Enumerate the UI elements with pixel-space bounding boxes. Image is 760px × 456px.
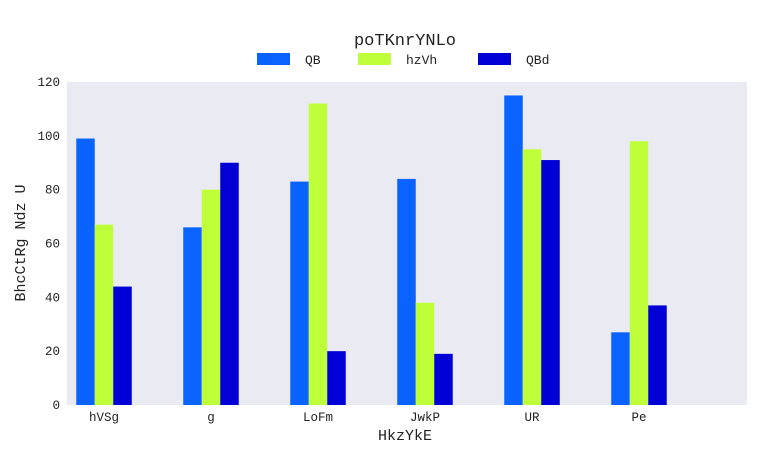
bar-QBd-hVSg xyxy=(113,286,132,405)
bar-hzVh-UR xyxy=(522,149,542,405)
x-tick-label: JwkP xyxy=(410,411,440,425)
bar-hzVh-hVSg xyxy=(94,224,114,405)
bar-QBd-LoFm xyxy=(327,351,346,405)
y-axis-label: BhcCtRg Ndz U xyxy=(13,184,30,301)
chart-title: poTKnrYNLo xyxy=(354,32,456,51)
legend-swatch-hzVh xyxy=(358,53,391,65)
bar-QB-hVSg xyxy=(76,138,95,405)
y-tick-label: 80 xyxy=(45,184,60,198)
bar-hzVh-g xyxy=(201,189,221,405)
legend-swatch-QBd xyxy=(478,53,511,65)
bar-QB-JwkP xyxy=(397,178,416,405)
y-tick-label: 120 xyxy=(37,76,60,90)
y-tick-label: 0 xyxy=(52,399,60,413)
x-axis-label: HkzYkE xyxy=(378,428,432,445)
bar-QBd-UR xyxy=(541,160,560,405)
legend-label-QBd: QBd xyxy=(526,53,549,68)
legend-label-QB: QB xyxy=(305,53,321,68)
legend: QB hzVh QBd xyxy=(257,53,549,68)
legend-label-hzVh: hzVh xyxy=(406,53,437,68)
y-axis-ticks: 0 20 40 60 80 100 120 xyxy=(37,76,60,413)
bar-hzVh-JwkP xyxy=(415,302,435,405)
x-tick-label: g xyxy=(207,411,215,425)
x-tick-label: UR xyxy=(524,411,540,425)
y-tick-label: 40 xyxy=(45,291,60,305)
bars xyxy=(76,95,667,406)
bar-QB-UR xyxy=(504,95,523,405)
y-tick-label: 100 xyxy=(37,130,60,144)
bar-QB-g xyxy=(183,227,202,405)
bar-hzVh-LoFm xyxy=(308,103,328,406)
bar-hzVh-Pe xyxy=(629,141,649,405)
x-tick-label: LoFm xyxy=(303,411,333,425)
x-tick-label: Pe xyxy=(631,411,646,425)
x-tick-label: hVSg xyxy=(89,411,119,425)
y-tick-label: 60 xyxy=(45,238,60,252)
legend-swatch-QB xyxy=(257,53,290,65)
bar-QB-Pe xyxy=(611,332,630,405)
bar-QBd-JwkP xyxy=(434,353,453,405)
y-tick-label: 20 xyxy=(45,345,60,359)
bar-QB-LoFm xyxy=(290,181,309,405)
bar-QBd-Pe xyxy=(648,305,667,405)
x-axis-ticks: hVSg g LoFm JwkP UR Pe xyxy=(89,411,647,425)
bar-QBd-g xyxy=(220,162,239,405)
